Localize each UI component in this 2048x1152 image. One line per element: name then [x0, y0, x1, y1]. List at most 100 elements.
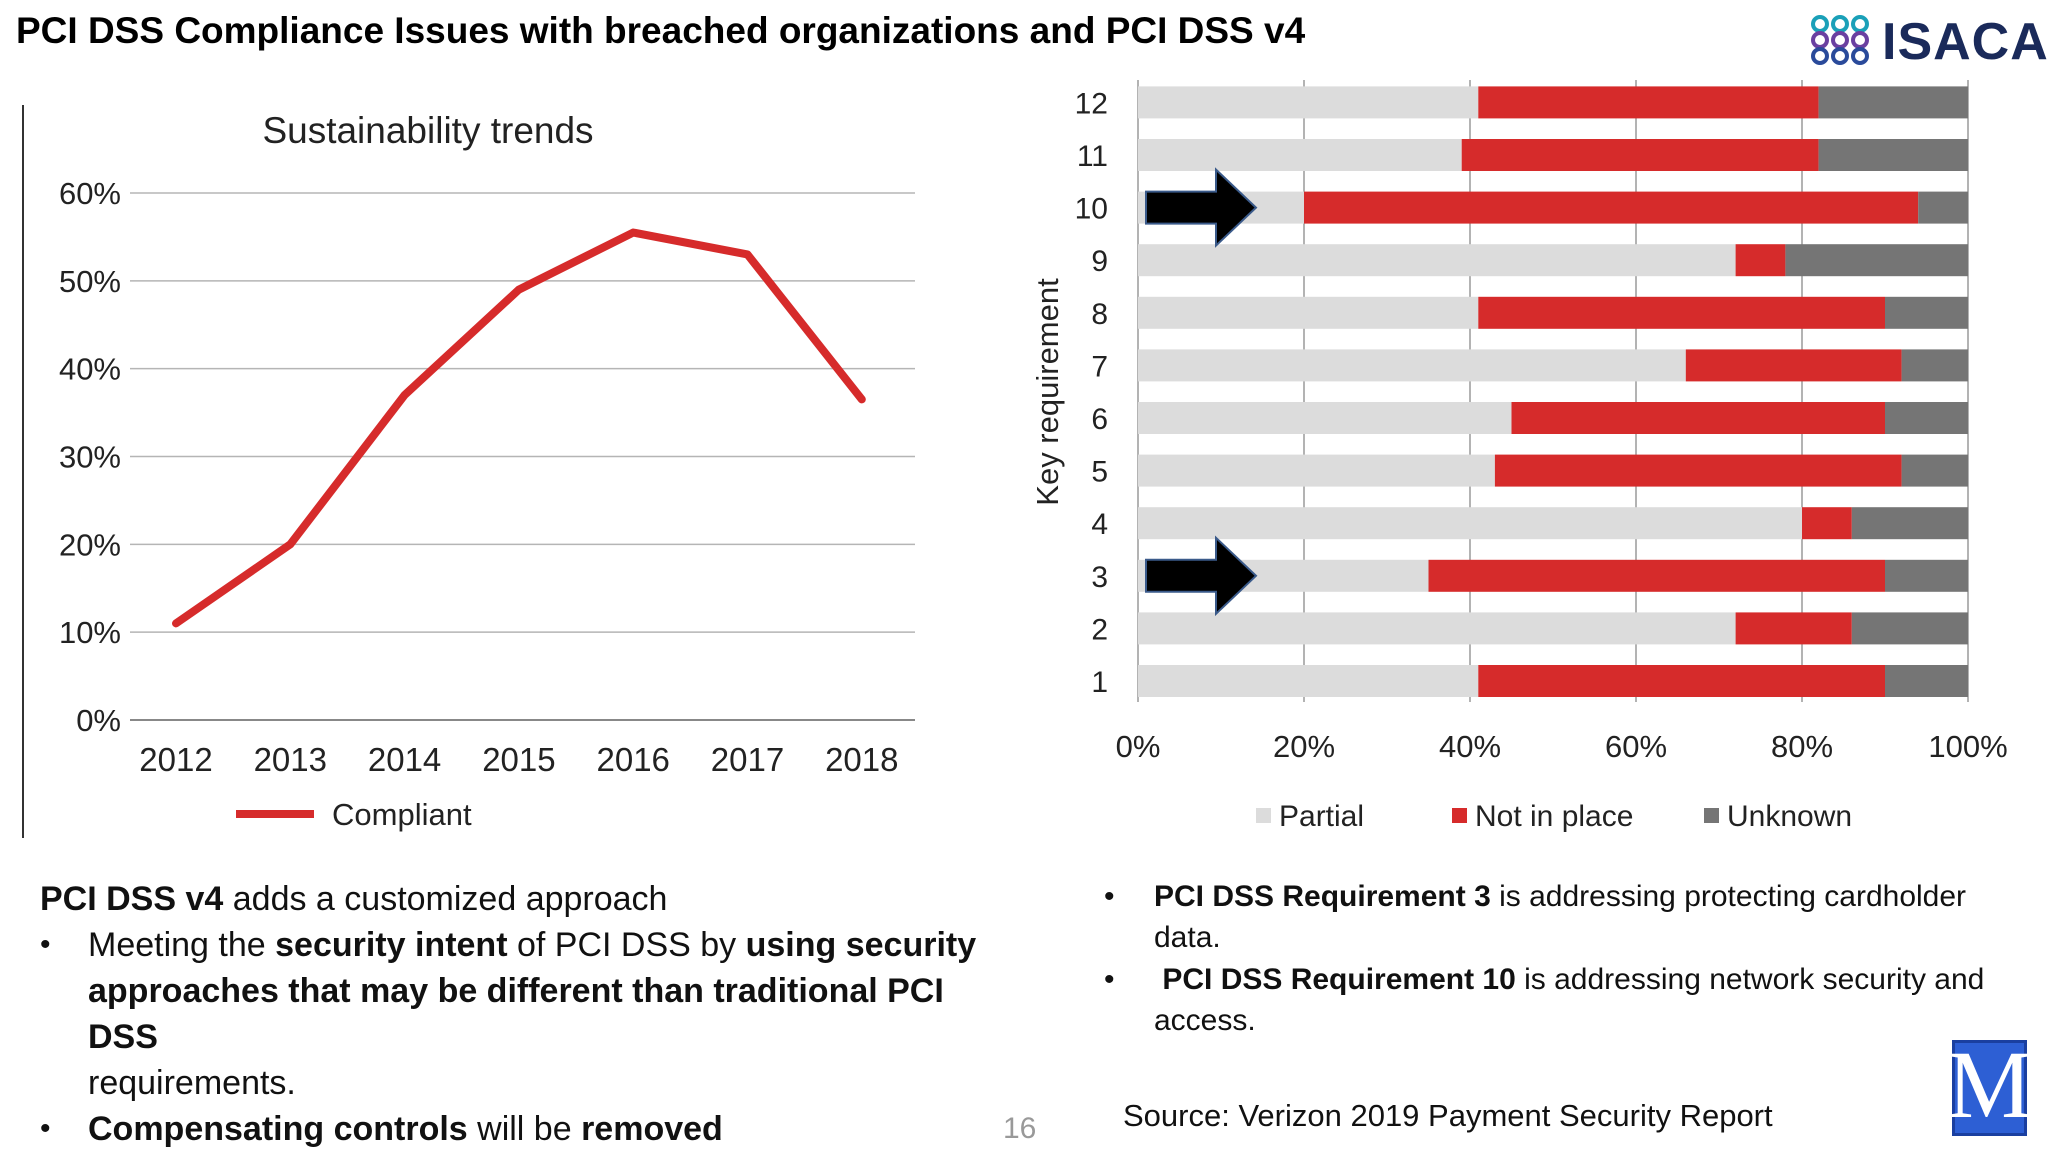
bar-partial	[1138, 402, 1512, 434]
page-number: 16	[1003, 1112, 1037, 1145]
data-point	[630, 229, 637, 236]
bar-partial	[1138, 139, 1462, 171]
y-tick-label: 7	[1091, 350, 1108, 383]
legend-swatch-not-in-place	[1452, 808, 1467, 823]
bar-partial	[1138, 244, 1736, 277]
isaca-knot-icon	[1811, 15, 1869, 65]
y-tick-label: 30%	[59, 440, 121, 475]
y-tick-label: 12	[1075, 87, 1108, 120]
right-bullet1-line2: data.	[1154, 921, 1221, 954]
y-tick-label: 0%	[76, 703, 121, 738]
y-tick-label: 4	[1091, 508, 1108, 541]
right-bullet2-line1: PCI DSS Requirement 10 is addressing net…	[1146, 959, 2024, 1000]
bar-unknown	[1785, 244, 1968, 277]
bullet1-line2: approaches that may be different than tr…	[88, 968, 1020, 1060]
data-point	[858, 396, 865, 403]
bar-not-in-place	[1304, 191, 1919, 224]
bar-unknown	[1885, 665, 1968, 697]
bar-partial	[1138, 507, 1802, 540]
isaca-logo: ISACA	[1808, 10, 2048, 71]
y-tick-label: 50%	[59, 264, 121, 299]
bar-not-in-place	[1511, 402, 1885, 434]
right-bullet2-bold: PCI DSS Requirement 10	[1162, 963, 1516, 996]
bar-not-in-place	[1428, 559, 1885, 592]
line-chart: Sustainability trends 0% 10% 20% 30% 40% 50% 60…	[59, 110, 915, 832]
m-logo-letter: M	[1946, 1031, 2033, 1138]
bar-unknown	[1901, 454, 1968, 487]
data-point	[173, 620, 179, 627]
source-citation: Source: Verizon 2019 Payment Security Re…	[1123, 1098, 1773, 1133]
bar-unknown	[1818, 139, 1968, 171]
bar-unknown	[1818, 86, 1968, 119]
x-tick-label: 2015	[482, 741, 555, 778]
legend-label: Compliant	[332, 797, 472, 832]
bullet-dot: •	[40, 1112, 51, 1145]
intro-bold: PCI DSS v4	[40, 880, 224, 918]
bar-not-in-place	[1478, 665, 1885, 697]
legend-label: Unknown	[1727, 800, 1852, 833]
pointer-arrow-shape	[1145, 167, 1258, 248]
bullet2-bold-a: Compensating controls	[88, 1110, 468, 1148]
data-point	[515, 286, 522, 293]
m-logo-icon: M	[1947, 1037, 2032, 1136]
y-tick-label: 2	[1091, 613, 1108, 646]
bar-not-in-place	[1478, 296, 1885, 329]
right-text-block: • PCI DSS Requirement 3 is addressing pr…	[1104, 876, 2024, 1041]
x-tick-label: 60%	[1605, 729, 1667, 764]
right-bullet1-bold: PCI DSS Requirement 3	[1154, 880, 1491, 913]
bar-partial	[1138, 454, 1495, 487]
data-point	[287, 541, 294, 548]
data-point	[401, 392, 408, 399]
x-tick-label: 40%	[1439, 729, 1501, 764]
bullet1-text-b: of PCI DSS by	[507, 926, 746, 964]
pointer-arrow-icon	[1145, 535, 1258, 617]
bullet1-text-a: Meeting the	[88, 926, 276, 964]
x-tick-label: 2013	[254, 741, 327, 778]
bullet1-bold-b: using security	[745, 926, 977, 964]
right-bullet2-rest: is addressing network security and	[1515, 963, 1985, 996]
right-bullet-2: • PCI DSS Requirement 10 is addressing n…	[1104, 959, 2024, 1041]
bar-partial	[1138, 612, 1736, 645]
bullet2-text-a: will be	[467, 1110, 582, 1148]
bar-partial	[1138, 349, 1686, 382]
x-tick-label: 2017	[711, 741, 784, 778]
bullet1-bold-a: security intent	[275, 926, 508, 964]
legend-swatch-partial	[1256, 808, 1271, 823]
legend-label: Partial	[1279, 800, 1364, 833]
y-tick-label: 60%	[59, 176, 121, 211]
legend-swatch-unknown	[1704, 808, 1719, 823]
bar-unknown	[1901, 349, 1968, 382]
bar-unknown	[1885, 296, 1968, 329]
y-tick-label: 6	[1091, 403, 1108, 436]
bar-unknown	[1885, 402, 1968, 434]
bar-partial	[1138, 296, 1479, 329]
bar-unknown	[1851, 507, 1968, 540]
left-text-block: PCI DSS v4 adds a customized approach • …	[40, 876, 1020, 1152]
bar-unknown	[1885, 559, 1968, 592]
bullet1-line3: requirements.	[88, 1064, 296, 1102]
left-bullet-1: • Meeting the security intent of PCI DSS…	[40, 922, 1020, 1106]
bar-not-in-place	[1478, 86, 1819, 119]
y-tick-label: 11	[1077, 140, 1108, 173]
bar-not-in-place	[1802, 507, 1852, 540]
line-chart-border	[22, 105, 24, 838]
y-tick-label: 10	[1075, 193, 1108, 226]
line-chart-title: Sustainability trends	[262, 110, 593, 151]
legend-label: Not in place	[1475, 800, 1633, 833]
pointer-arrow-icon	[1145, 167, 1258, 248]
x-tick-label: 100%	[1928, 729, 2007, 764]
bar-not-in-place	[1735, 612, 1852, 645]
bar-unknown	[1918, 191, 1968, 224]
y-tick-label: 3	[1091, 561, 1108, 594]
intro-line: PCI DSS v4 adds a customized approach	[40, 876, 1020, 922]
bar-not-in-place	[1735, 244, 1786, 277]
bar-not-in-place	[1685, 349, 1902, 382]
x-tick-label: 2014	[368, 741, 441, 778]
slide-title: PCI DSS Compliance Issues with breached …	[16, 10, 1306, 51]
y-tick-label: 1	[1091, 666, 1108, 699]
right-bullet2-line2: access.	[1154, 1004, 1256, 1037]
bar-not-in-place	[1461, 139, 1819, 171]
y-axis-label: Key requirement	[1030, 278, 1065, 506]
data-point	[744, 251, 751, 258]
